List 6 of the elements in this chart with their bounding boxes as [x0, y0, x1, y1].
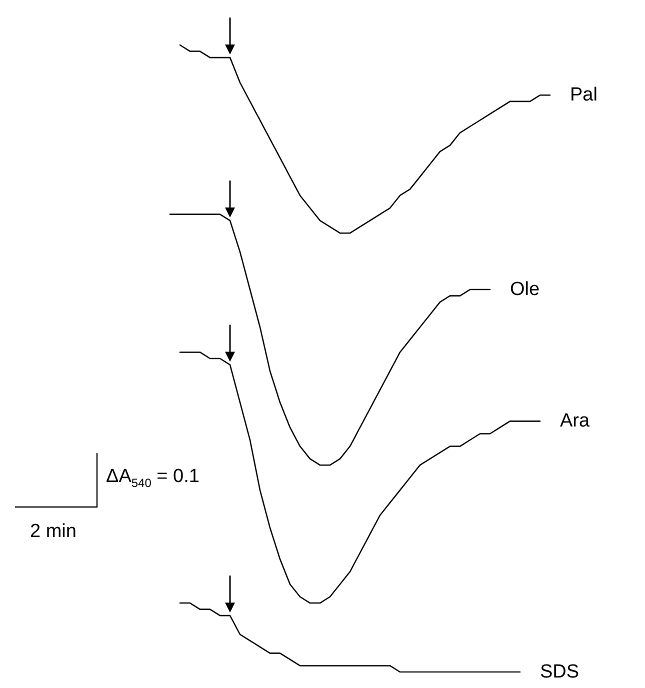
text: 2 min [30, 521, 76, 543]
annotation: ΔA$_{540}$ = 0.1 [106, 466, 200, 490]
series-label: SDS [540, 662, 580, 682]
series-label: Ole [510, 279, 540, 300]
series-label: Ara [560, 410, 590, 432]
series-label: Pal [570, 84, 598, 106]
